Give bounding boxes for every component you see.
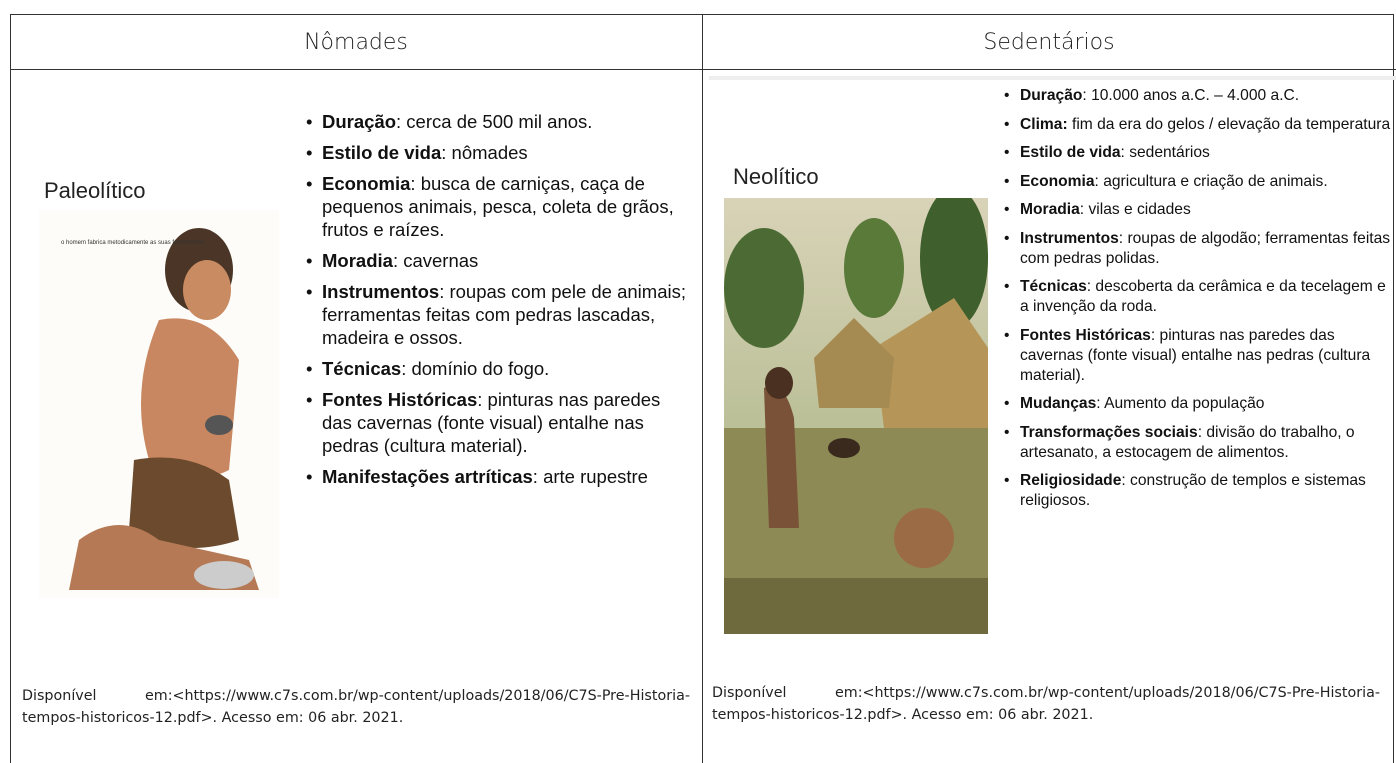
item-text: : busca de carniças, caça de pequenos an… [322, 173, 674, 240]
item-term: Instrumentos [322, 281, 440, 302]
neolithic-image [724, 198, 988, 634]
image-caption: o homem fabrica metodicamente as suas fe… [61, 240, 204, 246]
bullet-item: Duração: cerca de 500 mil anos. [306, 110, 686, 133]
item-text: : vilas e cidades [1079, 201, 1191, 218]
source-citation: Disponível em:<https://www.c7s.com.br/wp… [712, 685, 1380, 723]
item-text: : domínio do fogo. [401, 358, 550, 379]
bullet-list: Duração: cerca de 500 mil anos. Estilo de… [306, 110, 686, 496]
column-header: Sedentários [983, 30, 1115, 55]
bullet-item: Transformações sociais: divisão do traba… [1004, 423, 1396, 463]
item-term: Moradia [1020, 201, 1080, 218]
item-term: Transformações sociais [1020, 423, 1198, 441]
item-text: : descoberta da cerâmica e da tecelagem … [1020, 278, 1386, 315]
item-term: Técnicas [1020, 278, 1087, 295]
item-term: Estilo de vida [322, 142, 442, 163]
item-text: : divisão do trabalho, o artesanato, a e… [1020, 423, 1355, 461]
bullet-item: Estilo de vida: nômades [306, 141, 686, 164]
bullet-item: Clima: fim da era do gelos / elevação da… [1004, 115, 1396, 135]
bullet-item: Economia: agricultura e criação de anima… [1004, 172, 1396, 192]
paleolithic-image: o homem fabrica metodicamente as suas fe… [39, 210, 279, 598]
slide-edge [709, 76, 1396, 80]
bullet-item: Fontes Históricas: pinturas nas paredes … [1004, 326, 1396, 386]
item-term: Estilo de vida [1020, 144, 1121, 161]
bullet-item: Estilo de vida: sedentários [1004, 143, 1396, 163]
bullet-item: Manifestações artríticas: arte rupestre [306, 465, 686, 488]
bullet-item: Duração: 10.000 anos a.C. – 4.000 a.C. [1004, 86, 1396, 106]
item-term: Moradia [322, 250, 393, 271]
item-text: : pinturas nas paredes das cavernas (fon… [322, 389, 661, 456]
column-header: Nômades [304, 30, 408, 55]
bullet-item: Economia: busca de carniças, caça de peq… [306, 172, 686, 241]
source-citation: Disponível em:<https://www.c7s.com.br/wp… [22, 688, 690, 726]
column-divider [702, 14, 703, 763]
item-term: Fontes Históricas [1020, 326, 1151, 344]
item-text: : Aumento da população [1096, 395, 1265, 412]
item-text: : nômades [441, 142, 528, 163]
item-term: Duração [322, 111, 397, 132]
bullet-item: Moradia: cavernas [306, 249, 686, 272]
bullet-item: Técnicas: domínio do fogo. [306, 357, 686, 380]
item-text: : agricultura e criação de animais. [1094, 172, 1328, 190]
bullet-item: Mudanças: Aumento da população [1004, 394, 1396, 414]
item-term: Mudanças [1020, 395, 1097, 412]
item-text: : cavernas [392, 250, 479, 271]
item-term: Economia [1020, 172, 1095, 190]
item-text: : construção de templos e sistemas relig… [1020, 472, 1366, 509]
item-term: Instrumentos [1020, 229, 1119, 247]
bullet-list: Duração: 10.000 anos a.C. – 4.000 a.C. Cl… [1004, 86, 1396, 520]
item-term: Duração [1020, 87, 1083, 104]
item-text: : 10.000 anos a.C. – 4.000 a.C. [1082, 87, 1300, 104]
bullet-item: Moradia: vilas e cidades [1004, 200, 1396, 220]
period-label: Neolítico [733, 164, 819, 189]
item-term: Técnicas [322, 358, 402, 379]
item-term: Manifestações artríticas [322, 466, 533, 487]
item-text: : pinturas nas paredes das cavernas (fon… [1020, 326, 1371, 384]
bullet-item: Fontes Históricas: pinturas nas paredes … [306, 388, 686, 457]
item-term: Economia [322, 173, 411, 194]
item-term: Clima: [1020, 115, 1068, 133]
bullet-item: Instrumentos: roupas com pele de animais… [306, 280, 686, 349]
item-term: Religiosidade [1020, 472, 1122, 489]
bullet-item: Instrumentos: roupas de algodão; ferrame… [1004, 229, 1396, 269]
bullet-item: Religiosidade: construção de templos e s… [1004, 471, 1396, 511]
period-label: Paleolítico [44, 178, 146, 203]
item-text: : roupas com pele de animais; ferramenta… [322, 281, 686, 348]
bullet-item: Técnicas: descoberta da cerâmica e da te… [1004, 277, 1396, 317]
item-text: : sedentários [1120, 144, 1210, 161]
item-term: Fontes Históricas [322, 389, 478, 410]
item-text: : arte rupestre [532, 466, 648, 487]
item-text: : cerca de 500 mil anos. [396, 111, 593, 132]
item-text: : roupas de algodão; ferramentas feitas … [1020, 229, 1391, 267]
item-text: fim da era do gelos / elevação da temper… [1067, 115, 1391, 133]
header-divider [10, 69, 1396, 70]
